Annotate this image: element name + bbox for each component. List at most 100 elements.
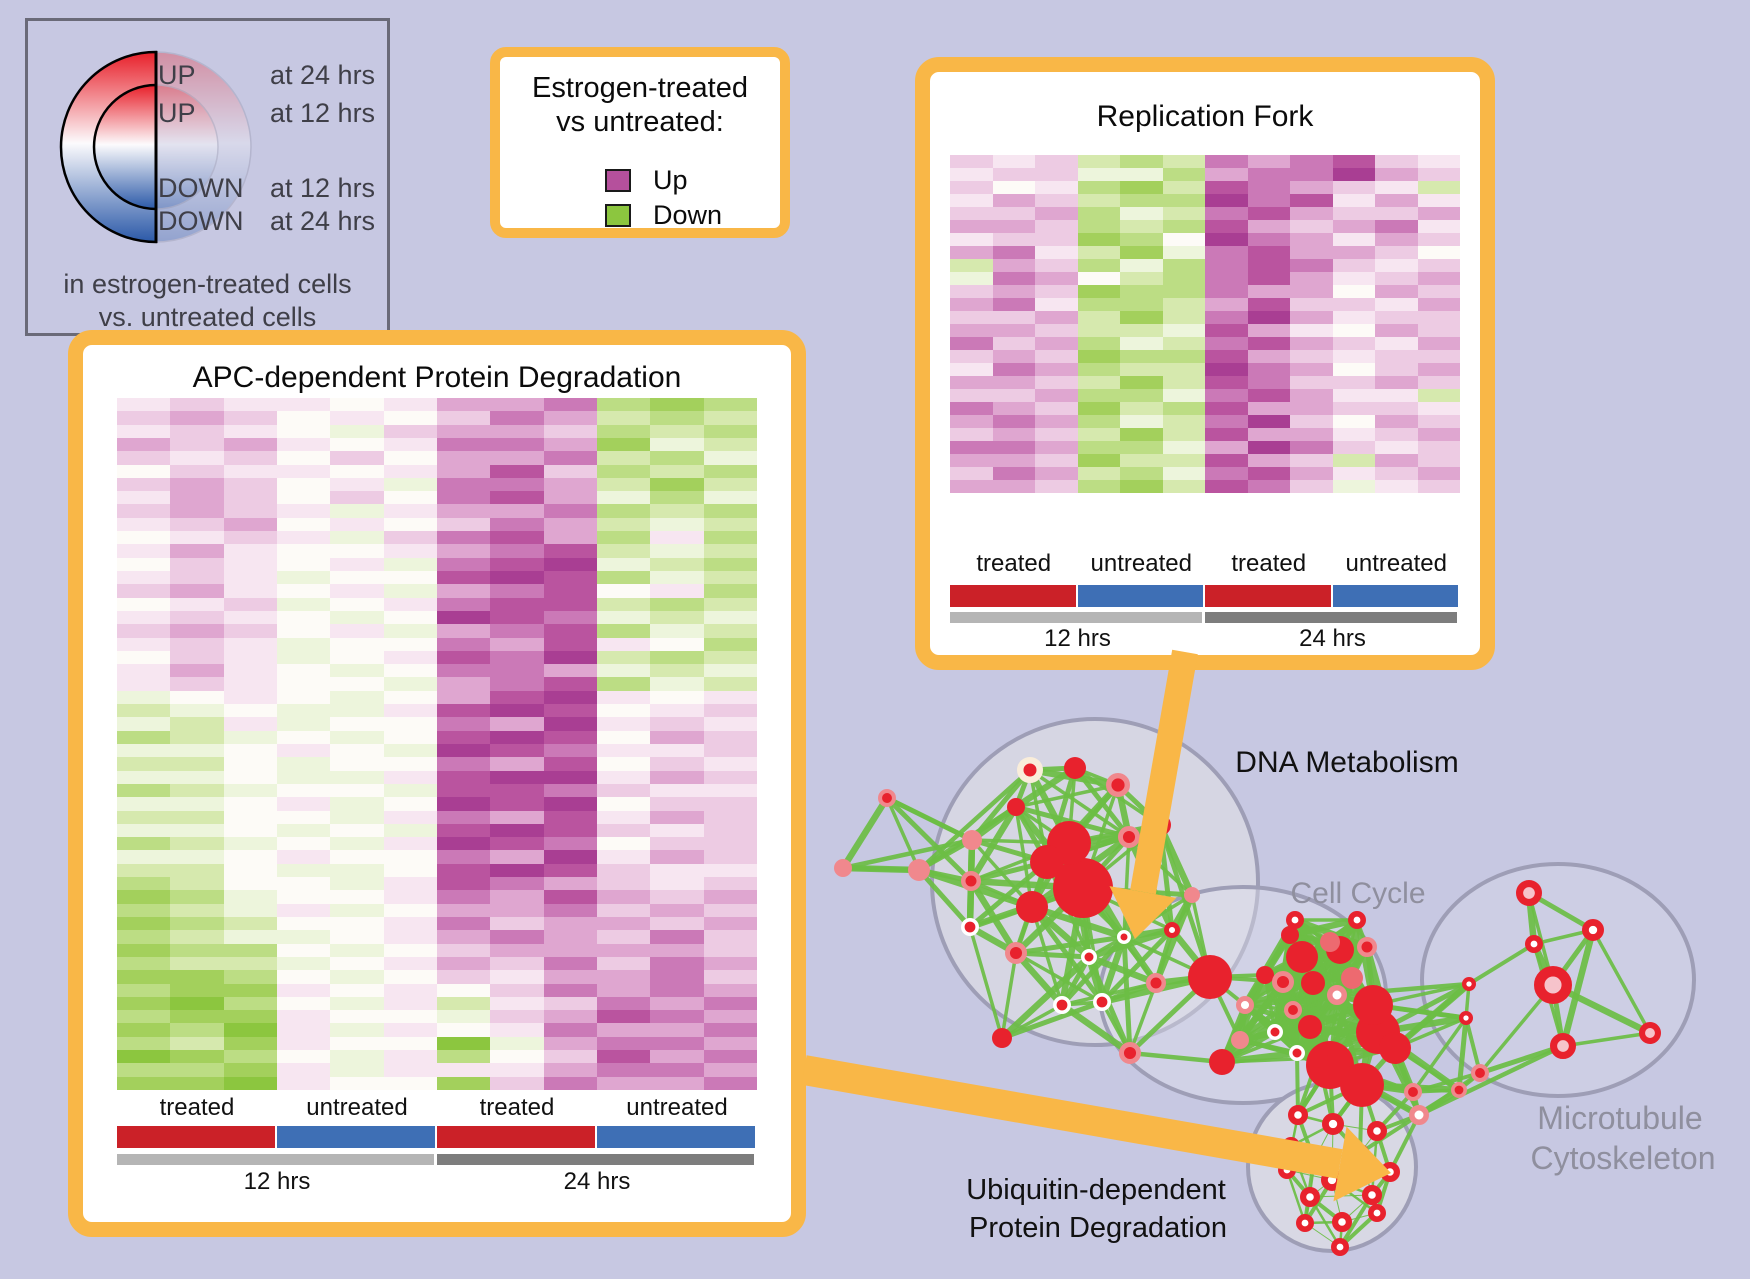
heatmap-cell <box>650 690 704 705</box>
heatmap-cell <box>490 1050 544 1064</box>
heatmap-cell <box>330 823 384 838</box>
network-edge <box>1308 1195 1344 1224</box>
heatmap-cell <box>650 624 704 638</box>
heatmap-cell <box>543 996 597 1011</box>
time-label-12hrs: 12 hrs <box>1044 625 1111 652</box>
gene-node <box>1278 1161 1297 1180</box>
heatmap-cell <box>650 863 704 878</box>
network-edge <box>1301 918 1358 959</box>
heatmap-cell <box>543 717 597 731</box>
network-edge <box>1328 941 1354 979</box>
heatmap-cell <box>1417 428 1460 441</box>
network-edge <box>971 838 1070 845</box>
heatmap-cell <box>223 584 277 598</box>
network-edge <box>917 868 972 929</box>
heatmap-cell <box>223 943 277 957</box>
down-color-swatch-icon <box>605 204 631 227</box>
heatmap-cell <box>543 837 597 851</box>
heatmap-cell <box>703 970 757 984</box>
network-edge <box>1336 981 1470 998</box>
heatmap-cell <box>1205 272 1248 285</box>
network-edge <box>1294 1025 1313 1055</box>
network-edge <box>1290 1009 1300 1054</box>
heatmap-cell <box>1205 454 1248 467</box>
network-edge <box>1219 973 1268 1064</box>
heatmap-cell <box>1120 246 1163 259</box>
heatmap-cell <box>1247 220 1290 233</box>
panel-to-cluster-arrow <box>1130 649 1198 895</box>
heatmap-cell <box>1120 298 1163 311</box>
heatmap-cell <box>543 531 597 545</box>
heatmap-cell <box>276 597 331 611</box>
heatmap-cell <box>1162 376 1205 389</box>
heatmap-cell <box>223 863 277 878</box>
estrogen-legend-title-line2: vs untreated: <box>556 106 724 138</box>
heatmap-cell <box>950 324 993 337</box>
heatmap-cell <box>650 517 704 532</box>
heatmap-cell <box>950 337 993 350</box>
heatmap-cell <box>276 398 331 412</box>
heatmap-cell <box>1247 168 1290 181</box>
network-edge <box>1067 842 1085 889</box>
heatmap-cell <box>1332 311 1375 324</box>
heatmap-cell <box>1035 350 1078 363</box>
network-edge <box>1029 904 1092 960</box>
heatmap-cell <box>170 770 224 784</box>
network-edge <box>1157 824 1213 978</box>
network-edge <box>1289 916 1358 939</box>
network-edge <box>1015 783 1119 809</box>
heatmap-cell <box>330 398 384 412</box>
heatmap-cell <box>117 890 171 904</box>
heatmap-cell <box>330 970 384 984</box>
gene-node <box>1004 941 1027 964</box>
network-edge <box>1311 944 1369 986</box>
heatmap-cell <box>330 730 384 744</box>
network-edge <box>1155 973 1211 987</box>
network-edge <box>1309 1159 1315 1198</box>
heatmap-cell <box>170 1050 224 1064</box>
heatmap-cell <box>436 1036 491 1051</box>
network-edge <box>1411 1016 1468 1094</box>
heatmap-cell <box>650 850 704 864</box>
heatmap-cell <box>543 517 597 532</box>
network-edge <box>1293 918 1354 980</box>
network-edge <box>1280 981 1296 1011</box>
network-edge <box>1338 1221 1344 1248</box>
heatmap-cell <box>1247 311 1290 324</box>
group-label-untreated: untreated <box>1345 550 1447 577</box>
network-edge <box>1308 1196 1342 1248</box>
network-edge <box>1293 982 1317 1054</box>
heatmap-cell <box>436 437 491 452</box>
network-edge <box>840 796 890 870</box>
heatmap-cell <box>1205 168 1248 181</box>
heatmap-cell <box>1077 272 1120 285</box>
network-edge <box>1281 947 1342 985</box>
heatmap-cell <box>117 477 171 492</box>
gene-node <box>1149 814 1171 836</box>
untreated-bar <box>597 1126 755 1148</box>
network-edge <box>1358 1113 1421 1155</box>
network-edge <box>1123 926 1173 941</box>
heatmap-cell <box>992 454 1035 467</box>
network-edge <box>1331 1179 1343 1223</box>
heatmap-cell <box>1077 389 1120 402</box>
network-edge <box>1287 933 1305 959</box>
gene-node <box>1353 985 1393 1025</box>
network-edge <box>1220 1007 1295 1065</box>
heatmap-cell <box>170 504 224 518</box>
network-edge <box>1058 887 1087 1006</box>
network-edge <box>1308 993 1339 1029</box>
network-edge <box>1299 956 1316 984</box>
heatmap-cell <box>1205 389 1248 402</box>
network-edge <box>1274 1030 1331 1067</box>
heatmap-cell <box>1077 155 1120 168</box>
network-edge <box>1299 954 1340 998</box>
network-edge <box>1328 994 1339 1066</box>
heatmap-cell <box>543 1036 597 1051</box>
heatmap-cell <box>1120 480 1163 493</box>
heatmap-cell <box>1332 389 1375 402</box>
heatmap-cell <box>650 704 704 718</box>
heatmap-cell <box>1375 311 1418 324</box>
network-edge <box>1239 1024 1311 1043</box>
heatmap-cell <box>596 571 651 585</box>
